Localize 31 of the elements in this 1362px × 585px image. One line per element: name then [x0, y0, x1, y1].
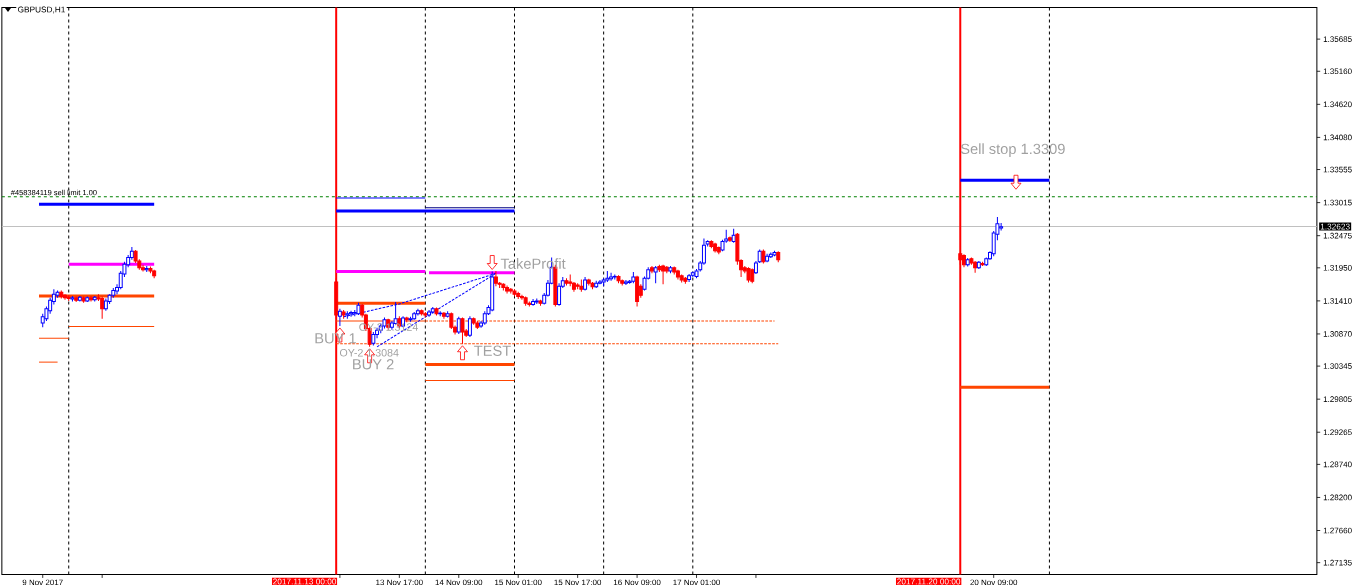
y-tick-label: 1.35685 [1323, 36, 1352, 42]
ref-line-label: 2017.11.13 00:00 [273, 578, 337, 585]
y-tick-label: 1.34080 [1323, 134, 1352, 141]
annotation: BUY 2 [353, 359, 394, 370]
y-tick-label: 1.30870 [1323, 331, 1352, 337]
x-tick-label: 15 Nov 17:00 [554, 579, 602, 585]
y-tick-label: 1.35160 [1323, 68, 1352, 75]
y-tick-label: 1.33015 [1323, 199, 1352, 206]
y-tick-label: 1.29265 [1323, 429, 1352, 436]
x-tick-label: 9 Nov 2017 [22, 579, 63, 585]
y-tick-label: 1.27135 [1323, 559, 1352, 566]
y-tick-label: 1.31410 [1323, 298, 1352, 304]
ref-line-label: 1.32623 [1320, 223, 1350, 230]
y-tick-label: 1.31950 [1323, 264, 1352, 271]
y-tick-label: 1.30345 [1323, 363, 1352, 369]
x-tick-label: 20 Nov 09:00 [970, 579, 1018, 585]
y-tick-label: 1.28200 [1323, 494, 1352, 501]
y-tick-label: 1.32475 [1323, 232, 1352, 239]
y-tick-label: 1.27660 [1323, 527, 1352, 534]
ref-line-label: 2017.11.20 00:00 [897, 578, 961, 585]
x-tick-label: 13 Nov 17:00 [376, 579, 423, 585]
y-tick-label: 1.34620 [1323, 101, 1352, 108]
x-tick-label: 15 Nov 01:00 [495, 579, 542, 585]
y-tick-label: 1.29805 [1323, 396, 1352, 402]
chart-title: GBPUSD,H1 [18, 6, 65, 14]
y-tick-label: 1.33555 [1323, 166, 1352, 173]
x-tick-label: 16 Nov 09:00 [613, 579, 661, 585]
x-tick-label: 17 Nov 01:00 [673, 579, 720, 585]
annotation: TEST [474, 345, 511, 356]
y-tick-label: 1.28740 [1323, 461, 1352, 468]
x-tick-label: 14 Nov 09:00 [435, 579, 483, 585]
